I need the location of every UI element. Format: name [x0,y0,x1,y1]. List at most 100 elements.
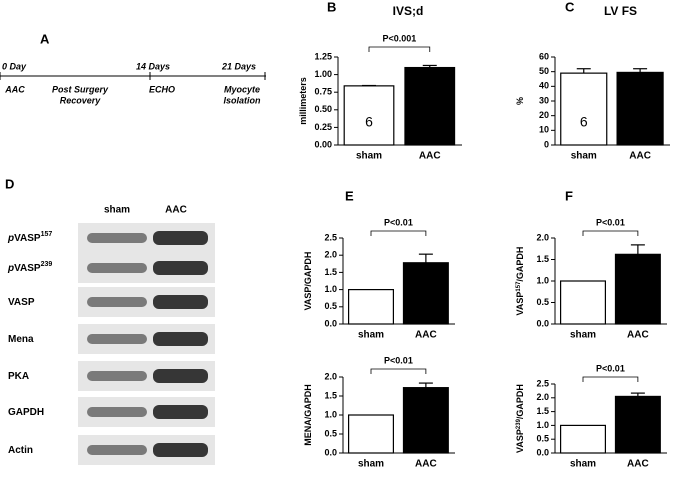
event-label: Isolation [223,95,261,105]
label-prefix: p [7,263,14,274]
y-label-suffix: /GAPDH [515,384,525,419]
blot-label: VASP [8,297,35,308]
event-label: Recovery [60,95,102,105]
blot-band [87,297,147,307]
chart-title: LV FS [604,4,637,18]
panel-label: D [5,176,14,191]
y-tick-label: 1.5 [536,406,549,416]
y-tick-label: 2.0 [536,232,549,242]
significance-bracket [582,376,639,382]
significance-label: P<0.001 [382,33,416,43]
blot-band [153,231,208,245]
label-name: VASP [14,263,41,274]
significance-bracket [370,230,427,236]
blot-band [87,233,147,243]
blot-band [153,261,208,275]
x-tick-label: sham [358,330,384,341]
y-tick-label: 0.0 [324,318,337,328]
significance-bracket [368,46,431,52]
y-tick-label: 2.0 [324,250,337,260]
significance-label: P<0.01 [596,217,625,227]
column-label: sham [104,205,130,216]
n-label: 6 [580,114,588,130]
y-tick-label: 1.5 [324,267,337,277]
panel-label: E [345,188,354,203]
column-label: AAC [165,205,187,216]
blot-band [153,405,208,419]
label-prefix: p [7,233,14,244]
event-label: AAC [4,84,25,94]
blot-band [87,445,147,455]
x-tick-label: AAC [415,330,437,341]
y-tick-label: 1.0 [536,420,549,430]
y-label-name: VASP [515,429,525,453]
y-label-name: millimeters [298,77,308,125]
y-tick-label: 50 [539,66,549,76]
y-tick-label: 0.5 [324,428,337,438]
x-tick-label: AAC [627,459,649,470]
x-tick-label: sham [358,459,384,470]
blot-band [153,295,208,309]
y-tick-label: 40 [539,81,549,91]
blot-band [153,332,208,346]
n-label: 6 [636,114,644,130]
bar [402,387,449,454]
bar [402,262,449,325]
blot-label: Actin [8,445,33,456]
x-tick-label: sham [570,459,596,470]
y-tick-label: 20 [539,110,549,120]
blot-band [87,371,147,381]
blot-band [87,334,147,344]
y-tick-label: 30 [539,95,549,105]
y-tick-label: 0.0 [536,447,549,457]
x-tick-label: sham [356,151,382,162]
significance-bracket [582,230,639,236]
y-tick-label: 1.25 [314,51,332,61]
label-name: VASP [14,233,41,244]
time-label: 21 Days [221,61,256,71]
y-tick-label: 0.00 [314,139,332,149]
bar [348,414,395,454]
y-tick-label: 1.00 [314,69,332,79]
label-sup: 239 [41,261,53,268]
blot-label: Mena [8,334,34,345]
n-label: 6 [426,114,434,130]
panel-label: C [565,0,575,14]
y-tick-label: 0 [544,139,549,149]
label-sup: 157 [41,231,53,238]
y-tick-label: 1.0 [536,275,549,285]
y-label-name: % [515,97,525,105]
x-tick-label: AAC [627,330,649,341]
bar [559,424,606,454]
y-tick-label: 10 [539,125,549,135]
y-tick-label: 60 [539,51,549,61]
y-axis-label: MENA/GAPDH [303,384,313,446]
y-tick-label: 1.5 [324,390,337,400]
y-label-name: VASP/GAPDH [303,252,313,311]
y-label-name: VASP [515,292,525,316]
y-tick-label: 0.5 [324,301,337,311]
y-tick-label: 0.0 [536,318,549,328]
y-tick-label: 0.0 [324,447,337,457]
label-name: GAPDH [8,407,44,418]
chart-title: IVS;d [393,4,424,18]
label-name: Mena [8,334,34,345]
blot-band [153,443,208,457]
panel-label: A [40,31,50,46]
bar [614,253,661,325]
significance-label: P<0.01 [384,217,413,227]
blot-band [87,407,147,417]
significance-label: P<0.01 [384,355,413,365]
x-tick-label: sham [570,330,596,341]
panel-label: F [565,188,573,203]
y-label-name: MENA/GAPDH [303,384,313,446]
bar [616,71,664,146]
y-label-sup: 157 [516,281,522,292]
blot-band [87,263,147,273]
y-tick-label: 2.0 [324,371,337,381]
significance-bracket [370,368,427,374]
y-tick-label: 2.0 [536,392,549,402]
bar [614,395,661,454]
blot-band [153,369,208,383]
y-tick-label: 0.5 [536,297,549,307]
